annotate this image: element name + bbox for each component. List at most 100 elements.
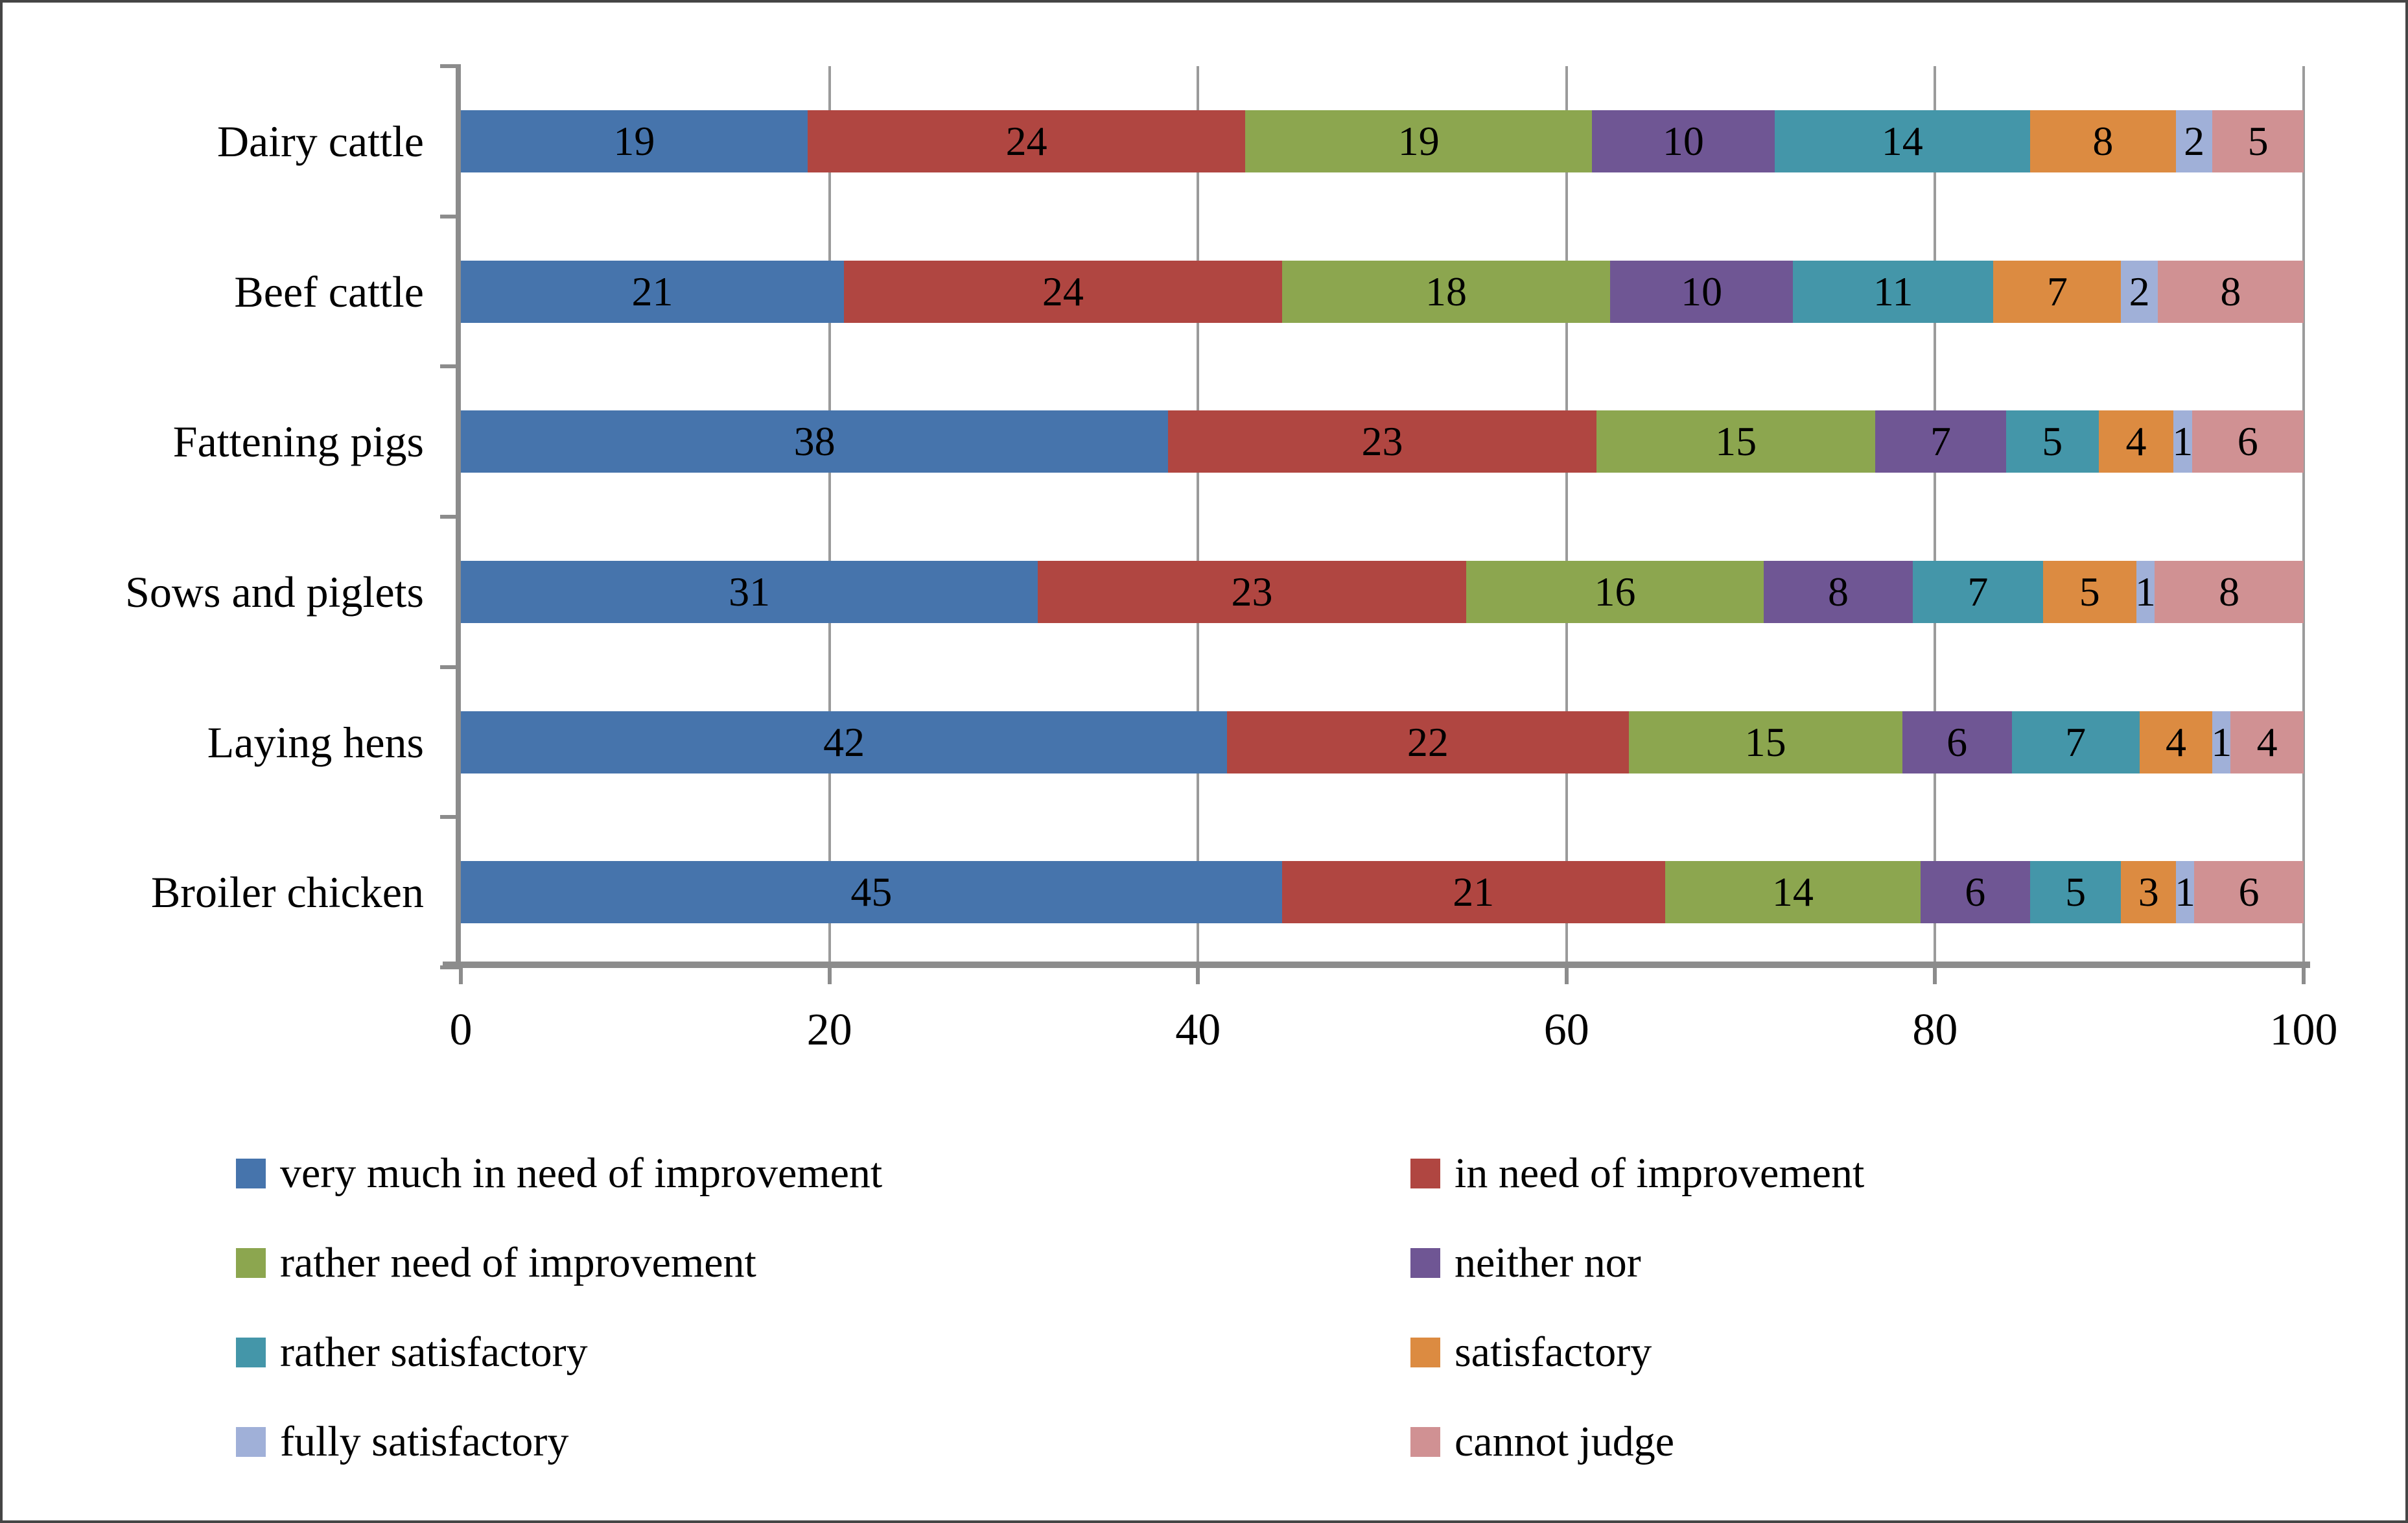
bar-segment: 7	[1875, 410, 2006, 473]
category-label: Laying hens	[207, 717, 424, 767]
bar-row: 45 21 14 6 5 3 1 6	[461, 861, 2304, 924]
data-label: 5	[2065, 869, 2087, 915]
gridline	[2302, 66, 2305, 967]
data-label: 8	[2092, 117, 2114, 164]
bar-segment: 2	[2175, 110, 2213, 172]
data-label: 14	[1771, 869, 1814, 915]
gridline	[828, 66, 831, 967]
bar-segment: 22	[1227, 711, 1629, 773]
data-label: 15	[1715, 418, 1757, 465]
data-label: 6	[2237, 418, 2258, 465]
legend-item: cannot judge	[1410, 1397, 1864, 1487]
bar-segment: 5	[2042, 560, 2136, 623]
bar-segment: 24	[844, 260, 1282, 323]
legend-item: neither nor	[1410, 1218, 1864, 1308]
bar-segment: 11	[1792, 260, 1994, 323]
legend-swatch	[236, 1248, 266, 1278]
x-tick-label: 0	[449, 1005, 473, 1055]
data-label: 21	[631, 268, 673, 314]
legend-swatch	[236, 1338, 266, 1367]
legend-label: satisfactory	[1455, 1328, 1652, 1376]
bar-segment: 1	[2135, 560, 2156, 623]
legend-label: in need of improvement	[1455, 1150, 1865, 1197]
bar-segment: 42	[461, 711, 1228, 773]
legend-label: rather satisfactory	[280, 1328, 588, 1376]
data-label: 1	[2211, 718, 2232, 765]
x-axis-tick	[1933, 967, 1937, 984]
bar-row: 42 22 15 6 7 4 1 4	[461, 711, 2304, 773]
data-label: 6	[2238, 869, 2260, 915]
x-tick-label: 80	[1912, 1005, 1958, 1055]
data-label: 7	[2065, 718, 2087, 765]
bar-segment: 8	[1764, 560, 1913, 623]
legend-label: rather need of improvement	[280, 1239, 756, 1286]
category-label: Beef cattle	[234, 266, 424, 316]
data-label: 6	[1946, 718, 1968, 765]
bar-row: 21 24 18 10 11 7 2 8	[461, 260, 2304, 323]
data-label: 4	[2165, 718, 2186, 765]
y-axis-tick	[440, 515, 461, 519]
bar-segment: 10	[1610, 260, 1793, 323]
y-axis-tick	[440, 64, 461, 68]
legend-item: very much in need of improvement	[236, 1129, 1410, 1218]
category-label: Sows and piglets	[125, 567, 424, 617]
data-label: 24	[1042, 268, 1084, 314]
legend: very much in need of improvement in need …	[236, 1129, 1864, 1487]
bar-segment: 18	[1281, 260, 1611, 323]
data-label: 23	[1361, 418, 1403, 465]
legend-item: in need of improvement	[1410, 1129, 1864, 1218]
legend-label: neither nor	[1455, 1239, 1641, 1286]
legend-swatch	[1410, 1338, 1440, 1367]
bar-segment: 10	[1592, 110, 1775, 172]
category-label: Broiler chicken	[150, 868, 424, 917]
bar-segment: 21	[1281, 861, 1665, 924]
bar-segment: 6	[1902, 711, 2012, 773]
data-label: 5	[2247, 117, 2269, 164]
bar-segment: 8	[2029, 110, 2176, 172]
x-tick-label: 20	[806, 1005, 852, 1055]
data-label: 19	[1397, 117, 1440, 164]
bar-segment: 1	[2174, 861, 2195, 924]
gridline	[1565, 66, 1568, 967]
gridline	[1197, 66, 1200, 967]
bar-segment: 6	[2194, 861, 2304, 924]
data-label: 11	[1873, 268, 1913, 314]
data-label: 21	[1453, 869, 1495, 915]
bar-segment: 21	[461, 260, 845, 323]
bar-segment: 2	[2121, 260, 2158, 323]
bar-segment: 45	[461, 861, 1282, 924]
data-label: 1	[2172, 418, 2193, 465]
bar-segment: 31	[461, 560, 1038, 623]
bar-segment: 3	[2121, 861, 2176, 924]
bar-segment: 16	[1466, 560, 1764, 623]
bar-segment: 6	[2192, 410, 2304, 473]
data-label: 2	[2184, 117, 2205, 164]
bar-segment: 5	[2212, 110, 2304, 172]
legend-swatch	[1410, 1248, 1440, 1278]
data-label: 38	[793, 418, 836, 465]
y-axis-tick	[440, 364, 461, 369]
bar-segment: 1	[2172, 410, 2193, 473]
data-label: 6	[1965, 869, 1986, 915]
data-label: 8	[2219, 568, 2240, 615]
bar-segment: 4	[2230, 711, 2304, 773]
bar-segment: 5	[2005, 410, 2099, 473]
bar-segment: 8	[2157, 260, 2304, 323]
legend-label: very much in need of improvement	[280, 1150, 883, 1197]
data-label: 24	[1005, 117, 1047, 164]
bar-row: 31 23 16 8 7 5 1 8	[461, 560, 2304, 623]
bar-segment: 19	[461, 110, 808, 172]
data-label: 8	[1828, 568, 1849, 615]
data-label: 4	[2125, 418, 2147, 465]
data-label: 2	[2129, 268, 2150, 314]
gridline	[1934, 66, 1937, 967]
bar-segment: 14	[1774, 110, 2030, 172]
category-label: Dairy cattle	[216, 116, 424, 166]
bar-row: 38 23 15 7 5 4 1 6	[461, 410, 2304, 473]
data-label: 15	[1744, 718, 1786, 765]
bar-segment: 14	[1665, 861, 1921, 924]
data-label: 1	[2174, 869, 2195, 915]
data-label: 22	[1407, 718, 1449, 765]
x-axis-tick	[2302, 967, 2306, 984]
